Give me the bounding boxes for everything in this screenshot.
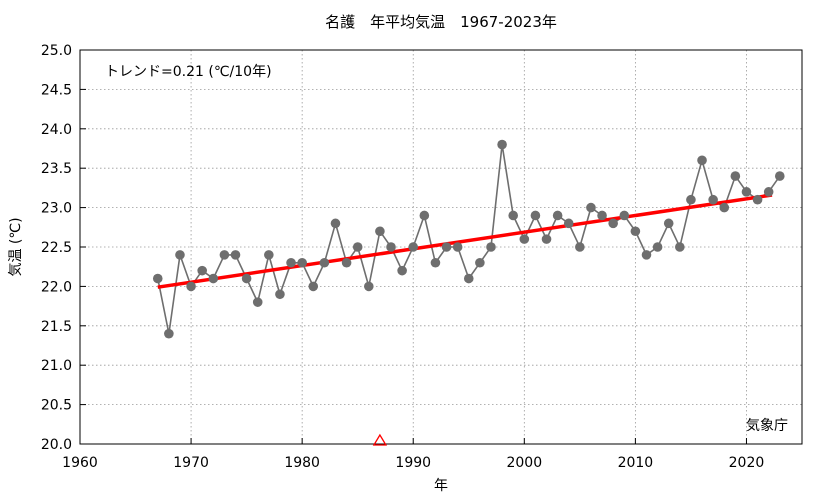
x-tick-label: 2010 <box>618 455 654 471</box>
data-point <box>186 281 196 292</box>
y-tick-label: 23.5 <box>41 161 72 177</box>
data-point <box>641 250 652 260</box>
data-point <box>308 281 319 292</box>
data-point <box>697 155 707 166</box>
y-tick-label: 24.0 <box>41 122 72 138</box>
data-point <box>386 242 396 252</box>
data-point <box>175 250 185 260</box>
station-change-marker <box>372 433 388 446</box>
data-point <box>619 210 630 221</box>
data-point <box>341 257 352 268</box>
data-point <box>741 187 752 197</box>
data-point <box>630 226 641 237</box>
data-point <box>708 194 718 205</box>
data-point <box>208 273 219 284</box>
data-point <box>197 265 207 276</box>
y-tick-label: 25.0 <box>41 43 72 59</box>
data-point <box>652 242 663 252</box>
data-point <box>586 202 596 213</box>
data-point <box>663 218 674 229</box>
data-point <box>608 218 618 229</box>
data-point <box>230 250 241 260</box>
data-point <box>530 210 541 221</box>
data-point <box>397 265 407 276</box>
y-tick-label: 20.0 <box>41 437 72 453</box>
data-point <box>375 226 385 237</box>
data-point <box>219 250 230 260</box>
data-point <box>497 139 507 150</box>
x-tick-label: 1960 <box>62 455 98 471</box>
data-point <box>508 210 518 221</box>
data-point <box>164 328 174 339</box>
y-tick-label: 22.5 <box>41 240 72 256</box>
y-tick-label: 21.0 <box>41 358 72 374</box>
x-axis-label: 年 <box>434 478 448 494</box>
y-tick-label: 22.0 <box>41 279 72 295</box>
data-point <box>364 281 374 292</box>
data-point <box>541 234 552 244</box>
data-point <box>486 242 496 252</box>
data-point <box>774 171 785 181</box>
data-point <box>152 273 163 284</box>
tick-layer: 1960 1970 1980 1990 2000 2010 2020 20.0 20.5 21.0… <box>41 43 764 471</box>
data-point <box>319 257 330 268</box>
data-point <box>441 242 452 252</box>
data-point <box>563 218 574 229</box>
data-point <box>275 289 285 300</box>
source-label: 気象庁 <box>746 418 788 434</box>
data-point <box>286 257 296 268</box>
data-point <box>463 273 474 284</box>
data-point <box>430 257 441 268</box>
data-point <box>730 171 741 181</box>
data-point <box>686 194 696 205</box>
data-point <box>475 257 485 268</box>
x-tick-label: 1990 <box>395 455 431 471</box>
data-point <box>752 194 763 205</box>
data-point <box>297 257 307 268</box>
x-tick-label: 2020 <box>729 455 765 471</box>
data-point <box>719 202 730 213</box>
data-point <box>552 210 563 221</box>
data-point <box>252 297 263 307</box>
data-point <box>675 242 685 252</box>
data-point <box>452 242 463 252</box>
data-point <box>597 210 607 221</box>
x-tick-label: 1970 <box>173 455 209 471</box>
data-point <box>241 273 252 284</box>
trend-line <box>157 193 773 289</box>
y-tick-label: 21.5 <box>41 319 72 335</box>
x-tick-label: 2000 <box>506 455 542 471</box>
data-point <box>352 242 363 252</box>
data-point <box>419 210 430 221</box>
grid-layer <box>80 50 802 444</box>
chart-title: 名護 年平均気温 1967-2023年 <box>325 13 557 31</box>
trend-label: トレンド=0.21 (℃/10年) <box>105 64 272 80</box>
data-point <box>519 234 530 244</box>
y-axis-label: 気温 (℃) <box>8 217 24 276</box>
data-point <box>575 242 585 252</box>
data-point <box>408 242 419 252</box>
y-tick-label: 23.0 <box>41 201 72 217</box>
data-point <box>763 187 774 197</box>
y-tick-label: 20.5 <box>41 398 72 414</box>
data-point <box>264 250 274 260</box>
x-tick-label: 1980 <box>284 455 320 471</box>
data-layer <box>152 139 785 446</box>
y-tick-label: 24.5 <box>41 82 72 98</box>
data-point <box>330 218 341 229</box>
